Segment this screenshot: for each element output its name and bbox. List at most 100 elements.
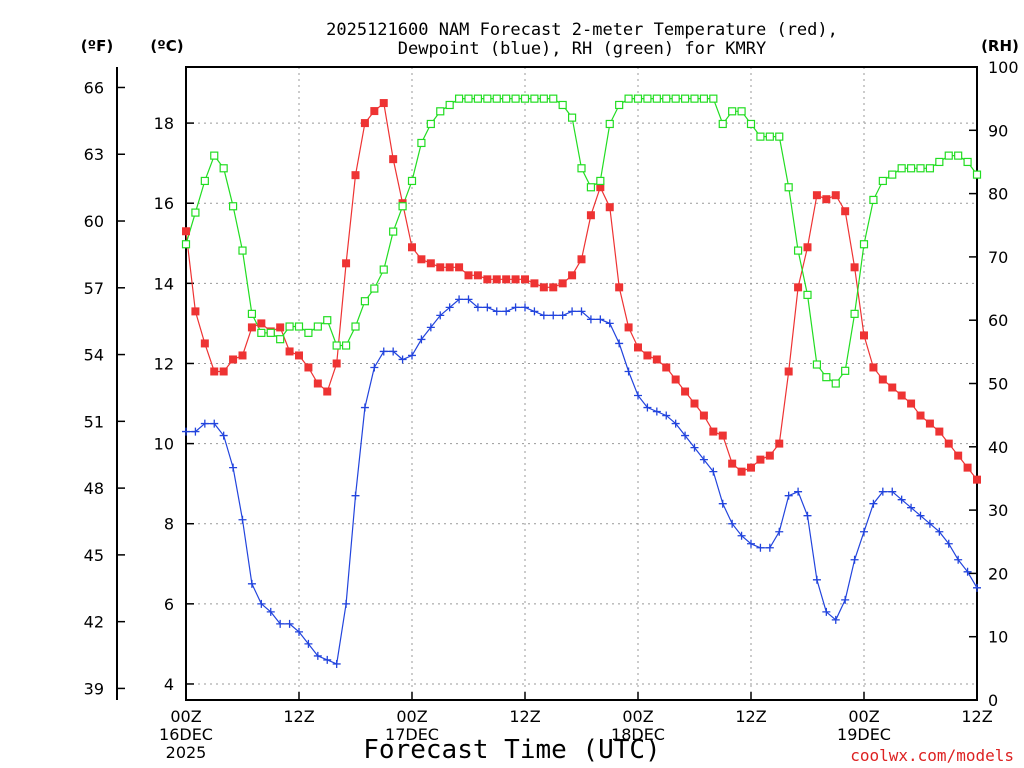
data-point-dewpoint bbox=[624, 367, 633, 376]
data-point-2-meter-temperature bbox=[276, 323, 285, 332]
data-point-dewpoint bbox=[822, 607, 831, 616]
data-point-dewpoint bbox=[756, 543, 765, 552]
data-point-rh bbox=[841, 366, 850, 375]
data-point-rh bbox=[671, 94, 680, 103]
data-point-2-meter-temperature bbox=[944, 439, 953, 448]
data-point-dewpoint bbox=[323, 655, 332, 664]
data-point-rh bbox=[699, 94, 709, 103]
data-point-2-meter-temperature bbox=[869, 363, 878, 372]
data-point-dewpoint bbox=[568, 307, 577, 316]
rh-tick-label: 60 bbox=[988, 311, 1008, 330]
data-point-2-meter-temperature bbox=[850, 263, 859, 272]
data-point-2-meter-temperature bbox=[652, 355, 661, 364]
data-point-2-meter-temperature bbox=[841, 207, 850, 216]
data-point-rh bbox=[643, 94, 652, 103]
data-point-rh bbox=[737, 107, 746, 116]
data-point-rh bbox=[746, 119, 756, 129]
data-point-rh bbox=[210, 151, 219, 160]
data-point-rh bbox=[662, 94, 671, 103]
data-point-2-meter-temperature bbox=[502, 275, 511, 284]
data-point-2-meter-temperature bbox=[455, 263, 464, 272]
data-point-2-meter-temperature bbox=[925, 419, 934, 428]
data-point-2-meter-temperature bbox=[860, 331, 868, 340]
data-point-dewpoint bbox=[794, 487, 803, 496]
data-point-2-meter-temperature bbox=[897, 391, 906, 400]
data-point-dewpoint bbox=[492, 307, 501, 316]
rh-tick-label: 0 bbox=[988, 691, 998, 710]
data-point-rh bbox=[549, 94, 558, 103]
data-point-2-meter-temperature bbox=[210, 367, 219, 376]
data-point-2-meter-temperature bbox=[539, 283, 548, 292]
data-point-2-meter-temperature bbox=[794, 283, 803, 292]
data-point-2-meter-temperature bbox=[351, 171, 360, 180]
data-point-2-meter-temperature bbox=[229, 355, 238, 364]
data-point-2-meter-temperature bbox=[436, 263, 445, 272]
data-point-dewpoint bbox=[417, 335, 426, 344]
data-point-dewpoint bbox=[182, 427, 190, 436]
data-point-dewpoint bbox=[521, 303, 529, 312]
data-point-rh bbox=[972, 170, 982, 179]
data-point-2-meter-temperature bbox=[285, 347, 294, 356]
data-point-rh bbox=[502, 94, 511, 103]
data-point-dewpoint bbox=[483, 303, 492, 312]
data-point-rh bbox=[379, 265, 388, 274]
data-point-dewpoint bbox=[229, 463, 238, 472]
celsius-tick-label: 16 bbox=[154, 194, 174, 213]
data-point-dewpoint bbox=[765, 543, 774, 552]
data-point-2-meter-temperature bbox=[360, 119, 369, 128]
data-point-dewpoint bbox=[916, 511, 925, 520]
fahrenheit-tick-label: 48 bbox=[84, 479, 104, 498]
data-point-dewpoint bbox=[662, 411, 671, 420]
fahrenheit-tick-label: 60 bbox=[84, 212, 104, 231]
plot-frame bbox=[185, 66, 978, 701]
data-point-dewpoint bbox=[360, 403, 369, 412]
data-point-rh bbox=[332, 341, 341, 350]
x-tick-label: 2025 bbox=[166, 743, 207, 762]
data-point-2-meter-temperature bbox=[605, 203, 614, 212]
data-point-2-meter-temperature bbox=[323, 387, 332, 396]
data-point-rh bbox=[859, 240, 869, 249]
data-point-dewpoint bbox=[558, 311, 567, 320]
left-unit-fahrenheit: (ºF) bbox=[81, 37, 113, 55]
x-axis-title: Forecast Time (UTC) bbox=[363, 735, 660, 765]
x-tick-label: 12Z bbox=[961, 707, 992, 726]
data-point-rh bbox=[304, 328, 313, 337]
data-point-2-meter-temperature bbox=[831, 191, 840, 200]
data-point-rh bbox=[436, 107, 445, 116]
data-point-rh bbox=[963, 157, 972, 167]
data-point-2-meter-temperature bbox=[370, 107, 379, 116]
data-point-dewpoint bbox=[398, 355, 407, 364]
data-point-dewpoint bbox=[935, 527, 944, 536]
data-point-dewpoint bbox=[973, 583, 981, 592]
data-point-2-meter-temperature bbox=[304, 363, 313, 372]
data-point-dewpoint bbox=[370, 363, 379, 372]
data-point-dewpoint bbox=[210, 419, 219, 428]
data-point-2-meter-temperature bbox=[681, 387, 690, 396]
data-point-dewpoint bbox=[605, 319, 614, 328]
data-point-dewpoint bbox=[342, 599, 351, 608]
data-point-dewpoint bbox=[238, 515, 247, 524]
data-point-2-meter-temperature bbox=[332, 359, 341, 368]
rh-tick-label: 70 bbox=[988, 248, 1008, 267]
data-point-dewpoint bbox=[869, 499, 878, 508]
data-point-dewpoint bbox=[464, 295, 473, 304]
x-tick-label: 12Z bbox=[509, 707, 540, 726]
data-point-rh bbox=[200, 176, 209, 186]
data-point-2-meter-temperature bbox=[784, 367, 793, 376]
x-tick-label: 12Z bbox=[283, 707, 314, 726]
data-point-dewpoint bbox=[634, 391, 642, 400]
chart-title-line2: Dewpoint (blue), RH (green) for KMRY bbox=[398, 39, 766, 59]
data-point-2-meter-temperature bbox=[295, 351, 303, 360]
data-point-dewpoint bbox=[897, 495, 906, 504]
data-point-dewpoint bbox=[643, 403, 652, 412]
data-point-rh bbox=[878, 176, 887, 186]
data-point-dewpoint bbox=[257, 599, 266, 608]
data-point-2-meter-temperature bbox=[379, 99, 388, 108]
data-point-rh bbox=[228, 202, 238, 211]
data-point-2-meter-temperature bbox=[511, 275, 520, 284]
data-point-rh bbox=[954, 151, 963, 160]
x-tick-label: 18DEC bbox=[611, 725, 665, 744]
x-tick-label: 00Z bbox=[170, 707, 201, 726]
data-point-dewpoint bbox=[907, 503, 916, 512]
data-point-rh bbox=[718, 119, 727, 129]
